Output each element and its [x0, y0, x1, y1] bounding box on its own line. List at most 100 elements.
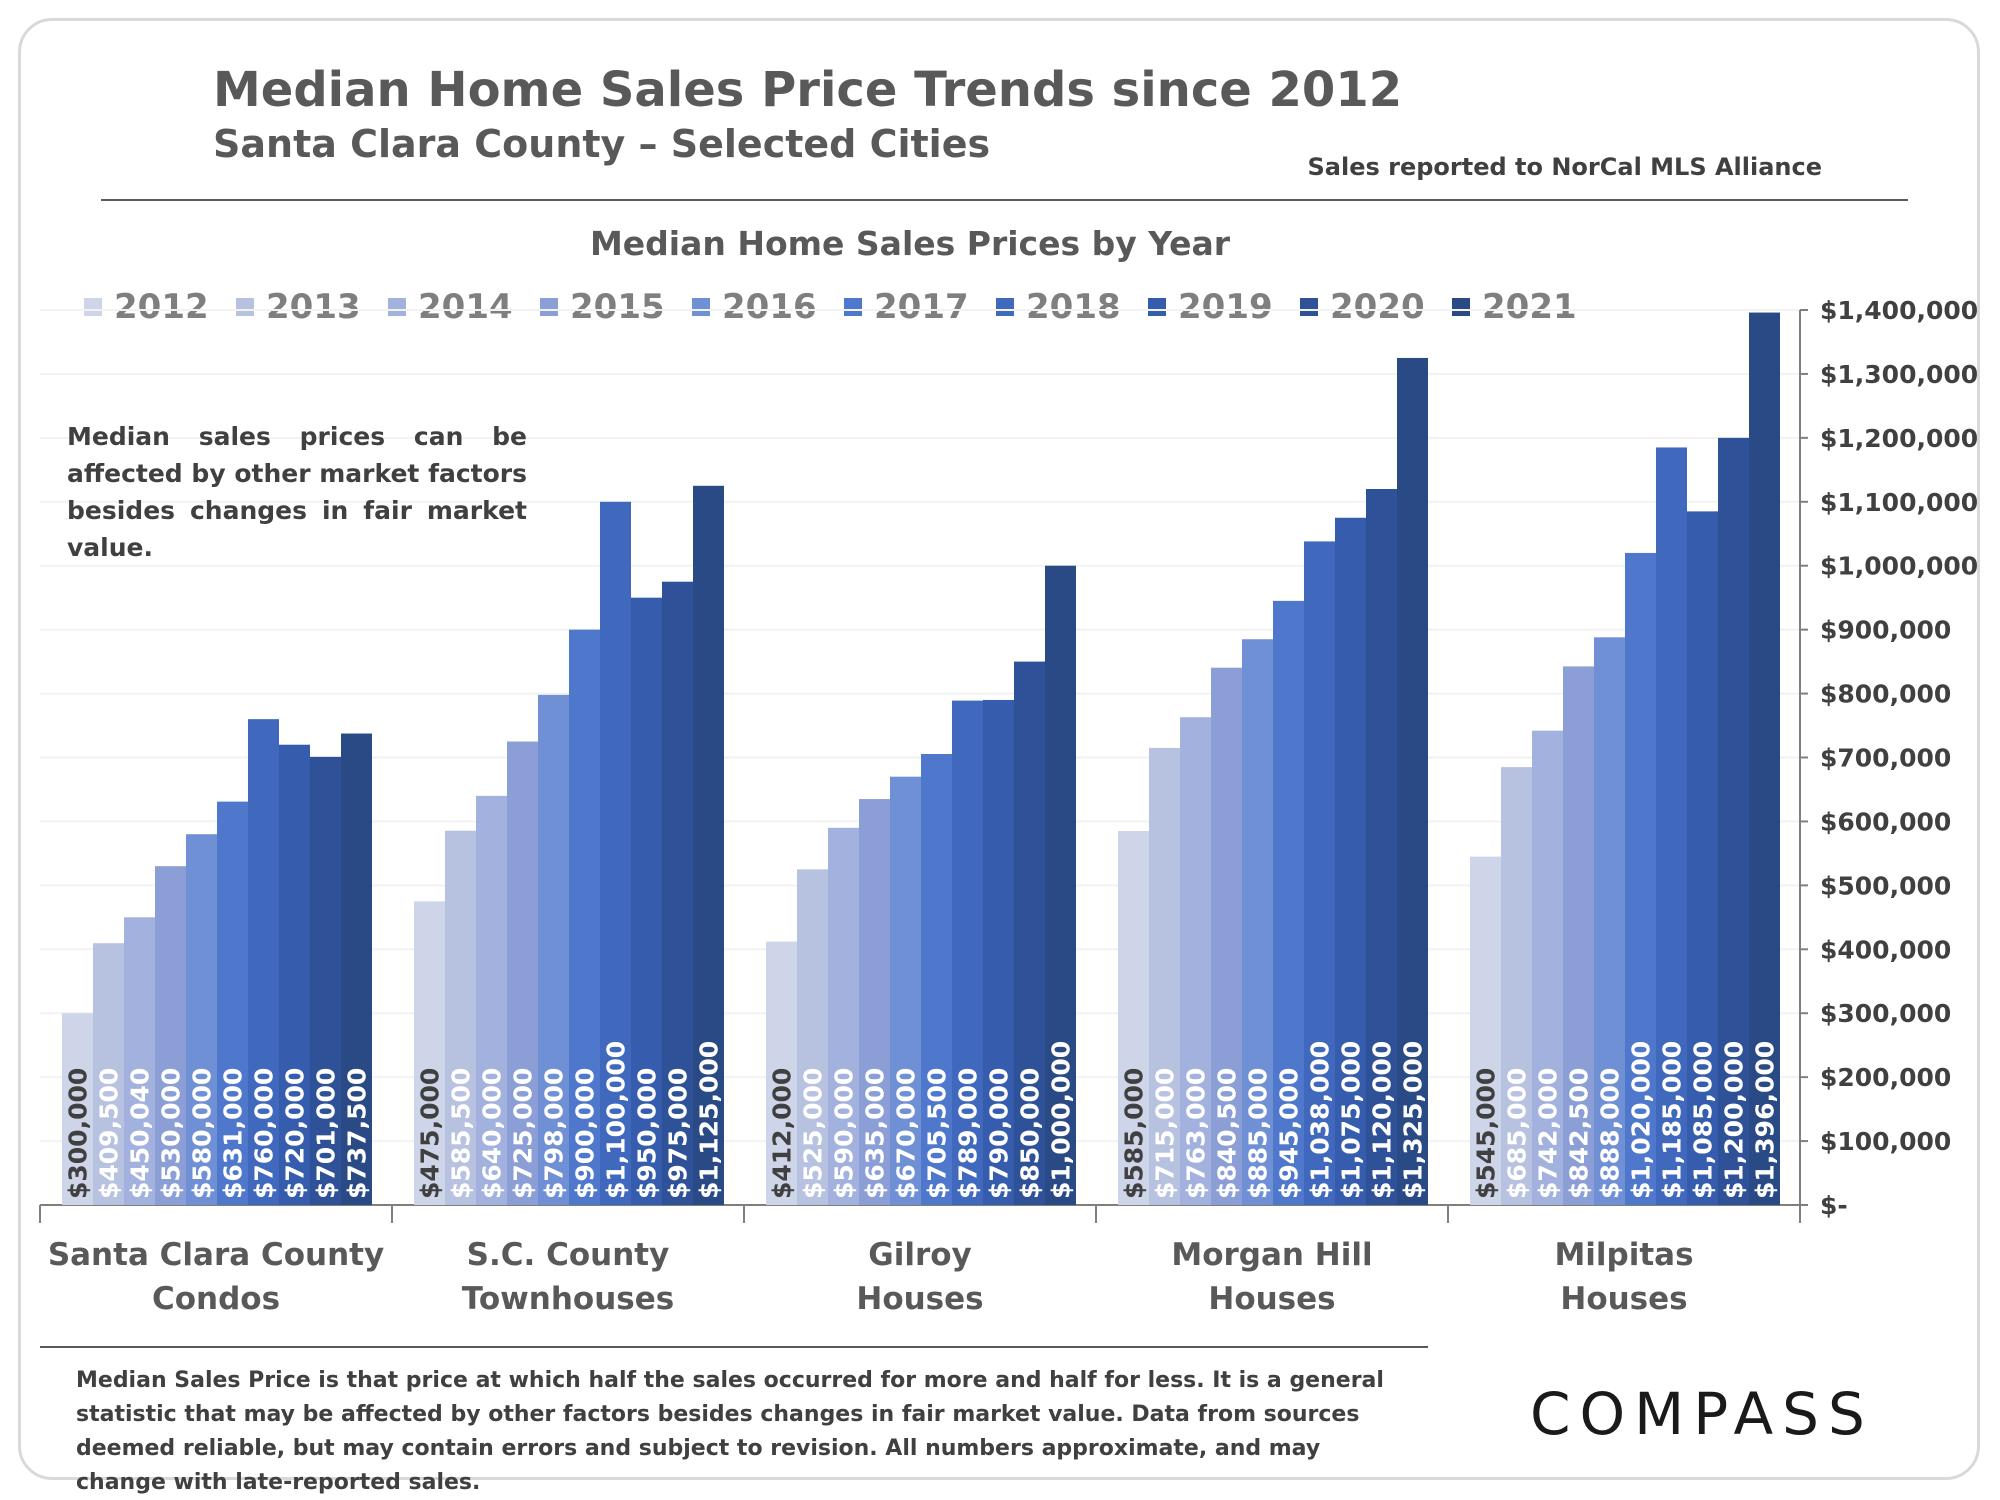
chart-annotation: Median sales prices can be affected by o…: [67, 422, 527, 562]
y-tick-label: $700,000: [1820, 744, 1951, 773]
bar: [1211, 667, 1242, 1205]
bar: [1532, 730, 1563, 1205]
legend-label: 2021: [1482, 287, 1577, 327]
bar-value-label: $842,500: [1565, 1068, 1594, 1199]
compass-logo: COMPASS: [1530, 1380, 1874, 1448]
bar: [414, 901, 445, 1205]
bar: [445, 830, 476, 1205]
bar-value-label: $1,185,000: [1658, 1041, 1687, 1199]
bar-value-label: $640,000: [478, 1068, 507, 1199]
x-category-label: Gilroy: [868, 1237, 972, 1273]
bar-value-label: $720,000: [281, 1068, 310, 1199]
bar-value-label: $742,000: [1534, 1068, 1563, 1199]
legend-label: 2013: [266, 287, 361, 327]
legend-item: 2015: [540, 287, 665, 327]
legend-item: 2016: [692, 287, 817, 327]
header-divider: [101, 199, 1908, 201]
legend-item: 2017: [844, 287, 969, 327]
y-tick-label: $1,000,000: [1820, 552, 1978, 581]
y-tick-label: $1,400,000: [1820, 296, 1978, 325]
bar-group: $475,000 $585,500 $640,000 $725,000 $798,000…: [414, 485, 724, 1205]
bar-value-label: $450,040: [126, 1068, 155, 1199]
bar-value-label: $705,500: [923, 1068, 952, 1199]
bar: [766, 941, 797, 1205]
y-tick-label: $1,300,000: [1820, 360, 1978, 389]
bar: [1397, 357, 1428, 1206]
bar-value-label: $885,000: [1244, 1068, 1273, 1199]
y-tick-label: $200,000: [1820, 1063, 1951, 1092]
bar-value-label: $585,500: [447, 1068, 476, 1199]
bar-group: $585,000 $715,000 $763,000 $840,500 $885,000…: [1118, 357, 1428, 1206]
bar: [1045, 565, 1076, 1205]
bar: [124, 917, 155, 1205]
bar: [921, 753, 952, 1205]
bar: [1687, 511, 1718, 1205]
bar-value-label: $530,000: [157, 1068, 186, 1199]
legend-label: 2015: [570, 287, 665, 327]
legend-swatch: [388, 298, 406, 316]
bar-group: $545,000 $685,000 $742,000 $842,500 $888,000…: [1470, 312, 1780, 1206]
bar-value-label: $300,000: [64, 1068, 93, 1199]
y-tick-label: $100,000: [1820, 1127, 1951, 1156]
y-tick-label: $1,200,000: [1820, 424, 1978, 453]
bar: [93, 943, 124, 1205]
bar: [693, 485, 724, 1205]
bar: [476, 795, 507, 1205]
legend-swatch: [236, 298, 254, 316]
bar: [1118, 831, 1149, 1205]
legend-label: 2012: [114, 287, 209, 327]
bar-value-label: $945,000: [1275, 1068, 1304, 1199]
footer-divider: [40, 1346, 1428, 1348]
page-subtitle: Santa Clara County – Selected Cities: [213, 122, 991, 166]
bar-value-label: $789,000: [954, 1068, 983, 1199]
legend-label: 2019: [1178, 287, 1273, 327]
bar-value-label: $725,000: [509, 1068, 538, 1199]
bar: [1304, 541, 1335, 1205]
x-category-label: Condos: [152, 1281, 280, 1317]
bar: [1470, 856, 1501, 1205]
bar-value-label: $1,325,000: [1399, 1041, 1428, 1199]
bar-value-label: $631,000: [219, 1068, 248, 1199]
legend-item: 2021: [1452, 287, 1577, 327]
bar-value-label: $715,000: [1151, 1068, 1180, 1199]
bar: [1273, 600, 1304, 1205]
bar-value-label: $701,000: [312, 1068, 341, 1199]
y-tick-label: $1,100,000: [1820, 488, 1978, 517]
bar: [341, 733, 372, 1205]
bar-value-label: $409,500: [95, 1068, 124, 1199]
bar-value-label: $900,000: [571, 1068, 600, 1199]
bar: [983, 699, 1014, 1205]
bar-value-label: $850,000: [1016, 1068, 1045, 1199]
bar-value-label: $798,000: [540, 1068, 569, 1199]
source-note: Sales reported to NorCal MLS Alliance: [1307, 153, 1823, 181]
bar: [155, 866, 186, 1205]
bar-value-label: $590,000: [830, 1068, 859, 1199]
bar: [217, 801, 248, 1205]
bar-value-label: $737,500: [343, 1068, 372, 1199]
bar: [1625, 552, 1656, 1205]
bar: [797, 869, 828, 1205]
bar-value-label: $950,000: [633, 1068, 662, 1199]
bar-group: $412,000 $525,000 $590,000 $635,000 $670,000…: [766, 565, 1076, 1205]
bar-value-label: $790,000: [985, 1068, 1014, 1199]
bar: [1149, 747, 1180, 1205]
bar: [248, 719, 279, 1205]
bar-value-label: $1,125,000: [695, 1041, 724, 1199]
bar-value-label: $525,000: [799, 1068, 828, 1199]
bar: [600, 501, 631, 1205]
bar: [569, 629, 600, 1205]
bar: [1594, 637, 1625, 1205]
y-tick-label: $900,000: [1820, 616, 1951, 645]
bar-value-label: $635,000: [861, 1068, 890, 1199]
legend-swatch: [84, 298, 102, 316]
legend-item: 2013: [236, 287, 361, 327]
chart-title: Median Home Sales Prices by Year: [589, 224, 1231, 263]
bar: [1242, 639, 1273, 1205]
y-tick-label: $600,000: [1820, 807, 1951, 836]
page-title: Median Home Sales Price Trends since 201…: [213, 62, 1403, 118]
bar-value-label: $760,000: [250, 1068, 279, 1199]
y-tick-label: $500,000: [1820, 871, 1951, 900]
bar: [1180, 717, 1211, 1205]
bar-value-label: $840,500: [1213, 1068, 1242, 1199]
